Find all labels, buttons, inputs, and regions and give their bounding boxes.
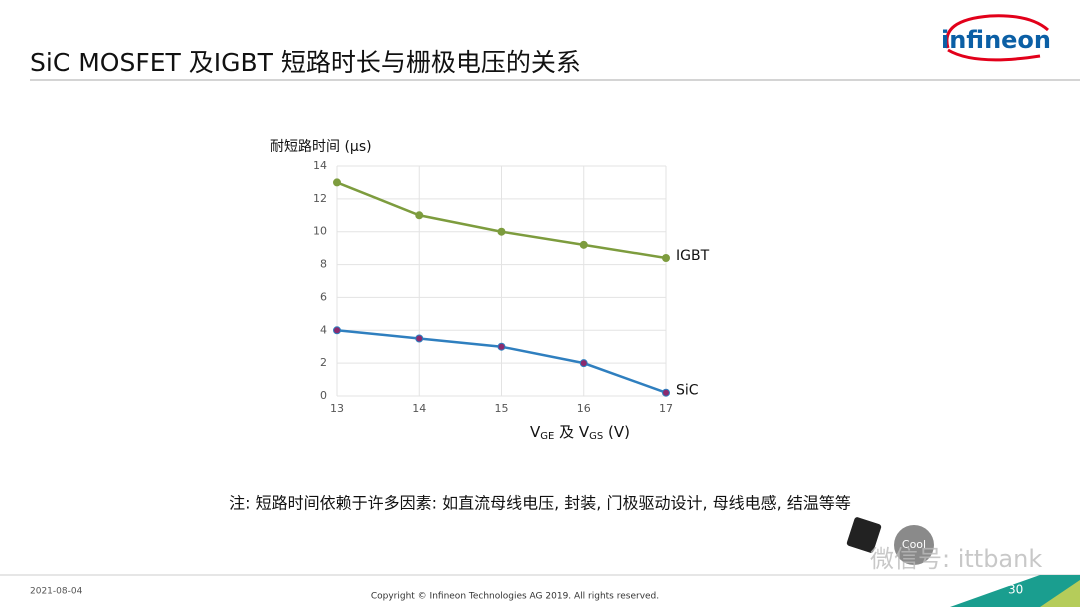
- y-axis-title: 耐短路时间 (µs): [270, 139, 372, 155]
- logo-swoosh: [945, 14, 1049, 49]
- y-tick-label: 0: [320, 389, 327, 402]
- logo-swoosh: [947, 48, 1041, 62]
- point: [497, 342, 506, 351]
- x-tick-label: 17: [659, 402, 673, 415]
- y-tick-label: 6: [320, 290, 327, 303]
- point: [415, 334, 424, 343]
- y-tick-label: 8: [320, 258, 327, 271]
- note: 注: 短路时间依赖于许多因素: 如直流母线电压, 封装, 门极驱动设计, 母线电…: [229, 494, 851, 513]
- x-axis-title-part: GS: [589, 431, 603, 442]
- page-number: 30: [1008, 583, 1023, 597]
- logo: infineon: [941, 26, 1051, 54]
- badge: Cool: [902, 538, 926, 551]
- watermark: 微信号: ittbank: [870, 545, 1042, 573]
- corner-accent: [950, 575, 1080, 607]
- point: [662, 254, 670, 262]
- x-tick-label: 14: [412, 402, 426, 415]
- x-axis-title-part: 及 V: [554, 423, 590, 441]
- point: [333, 178, 341, 187]
- y-tick-label: 4: [320, 323, 327, 336]
- point: [333, 326, 341, 335]
- y-tick-label: 10: [313, 225, 327, 238]
- point: [662, 388, 670, 397]
- series-label: SiC: [676, 383, 699, 399]
- corner-accent: [1040, 580, 1080, 607]
- date: 2021-08-04: [30, 587, 83, 597]
- chip-icon: [846, 517, 882, 553]
- badge-circle: [894, 525, 934, 565]
- x-axis-title-part: V: [530, 423, 541, 441]
- y-tick-label: 14: [313, 159, 327, 172]
- x-tick-label: 16: [577, 402, 591, 415]
- slide-title: SiC MOSFET 及IGBT 短路时长与栅极电压的关系: [30, 48, 581, 77]
- series-label: IGBT: [676, 248, 710, 264]
- point: [415, 211, 424, 220]
- point: [579, 240, 588, 249]
- x-axis-title-part: (V): [603, 423, 630, 441]
- y-tick-label: 2: [320, 356, 327, 369]
- x-axis-title: VGE 及 VGS (V): [530, 423, 630, 443]
- y-tick-label: 12: [313, 192, 327, 205]
- point: [579, 359, 588, 368]
- x-tick-label: 15: [495, 402, 509, 415]
- x-tick-label: 13: [330, 402, 344, 415]
- copyright: Copyright © Infineon Technologies AG 201…: [371, 592, 659, 602]
- x-axis-title-part: GE: [540, 431, 554, 442]
- point: [497, 227, 506, 236]
